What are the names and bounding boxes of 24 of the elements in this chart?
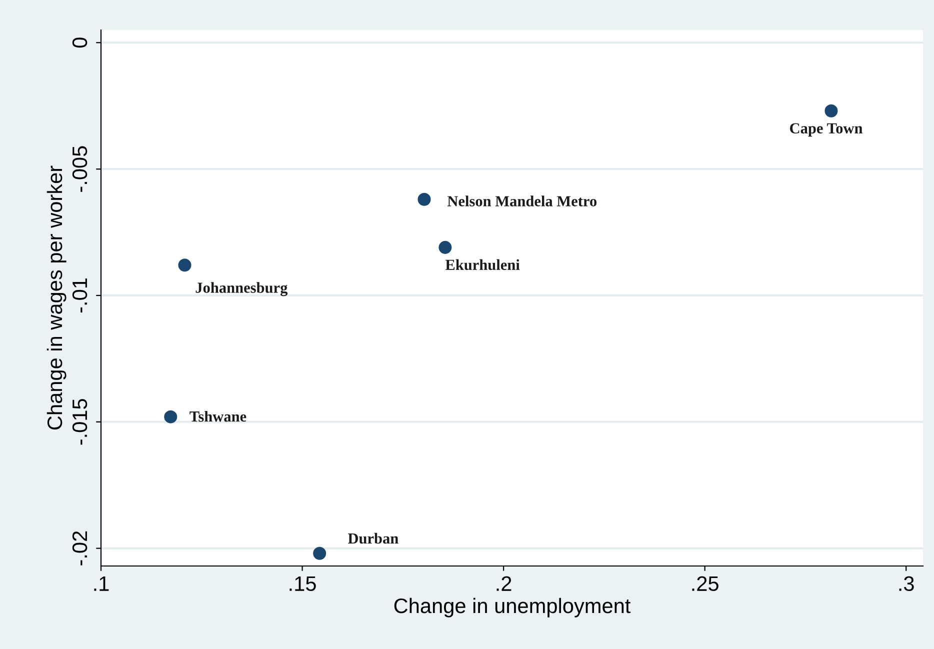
y-tick-label: -.005: [72, 146, 88, 192]
point: [418, 192, 431, 206]
x-tick-label: .3: [899, 576, 914, 592]
annotation: Nelson Mandela Metro: [447, 196, 597, 206]
point: [164, 410, 178, 424]
y-tick-label: -.01: [72, 278, 88, 312]
x-tick-label: .2: [496, 576, 512, 591]
point: [313, 546, 326, 560]
point: [438, 240, 452, 254]
annotation: Durban: [348, 532, 398, 544]
y-tick-label: 0: [72, 38, 88, 48]
point: [824, 104, 838, 118]
point: [178, 258, 192, 272]
annotation: Johannesburg: [196, 282, 288, 296]
y-tick-label: -.015: [72, 399, 88, 445]
annotation: Ekurhuleni: [445, 259, 520, 270]
annotation: Tshwane: [190, 410, 246, 422]
x-axis-title: Change in unemployment: [394, 598, 631, 618]
y-tick-label: -.02: [72, 531, 88, 566]
x-tick-label: .25: [692, 576, 718, 592]
y-axis-title: Change in wages per worker: [46, 166, 66, 430]
x-tick-label: .1: [94, 576, 109, 591]
annotation: Cape Town: [790, 123, 863, 137]
x-tick-label: .15: [290, 576, 316, 592]
